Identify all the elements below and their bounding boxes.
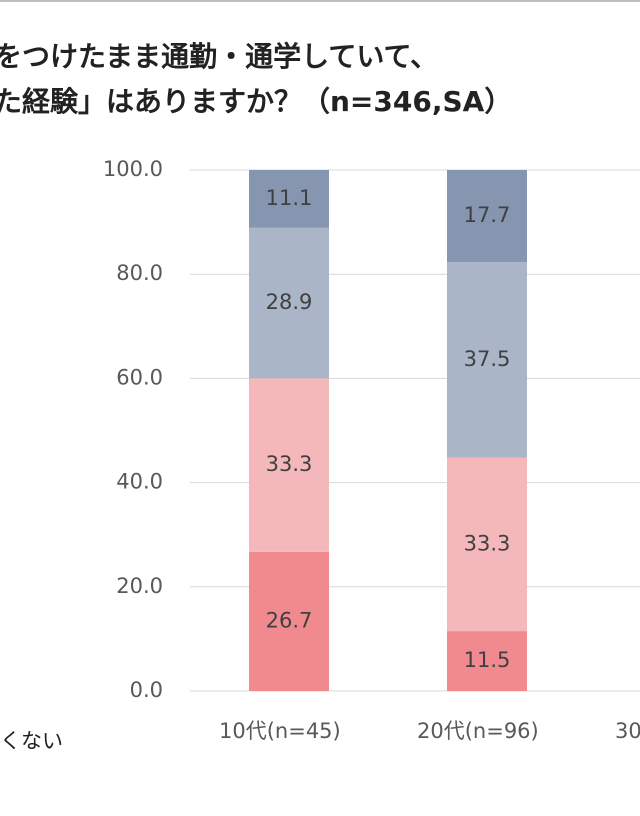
y-tick-label: 80.0 [116, 261, 163, 285]
title-line: た経験」はありますか？（n=346,SA） [0, 85, 512, 118]
y-tick-label: 60.0 [116, 365, 163, 389]
bar-segment [249, 551, 329, 691]
x-tick-label: 30 [615, 719, 640, 743]
x-tick-label: 10代(n=45) [219, 719, 341, 743]
data-label: 11.1 [266, 186, 313, 210]
legend-text: くない [0, 729, 63, 753]
data-label: 17.7 [464, 203, 511, 227]
data-label: 11.5 [464, 648, 511, 672]
bar-segment [249, 170, 329, 228]
bar-segment [447, 170, 527, 263]
y-tick-label: 100.0 [103, 157, 163, 181]
bar-segment [249, 378, 329, 552]
bar-segment [447, 262, 527, 458]
data-label: 28.9 [266, 290, 313, 314]
data-label: 37.5 [464, 347, 511, 371]
bar-segment [447, 631, 527, 691]
y-tick-label: 40.0 [116, 470, 163, 494]
data-label: 26.7 [266, 608, 313, 632]
bar-segment [249, 227, 329, 379]
data-label: 33.3 [266, 452, 313, 476]
y-tick-label: 0.0 [130, 678, 163, 702]
y-tick-label: 20.0 [116, 574, 163, 598]
x-tick-label: 20代(n=96) [417, 719, 539, 743]
title-line: をつけたまま通勤・通学していて、 [0, 40, 438, 73]
data-label: 33.3 [464, 531, 511, 555]
bar-segment [447, 457, 527, 632]
